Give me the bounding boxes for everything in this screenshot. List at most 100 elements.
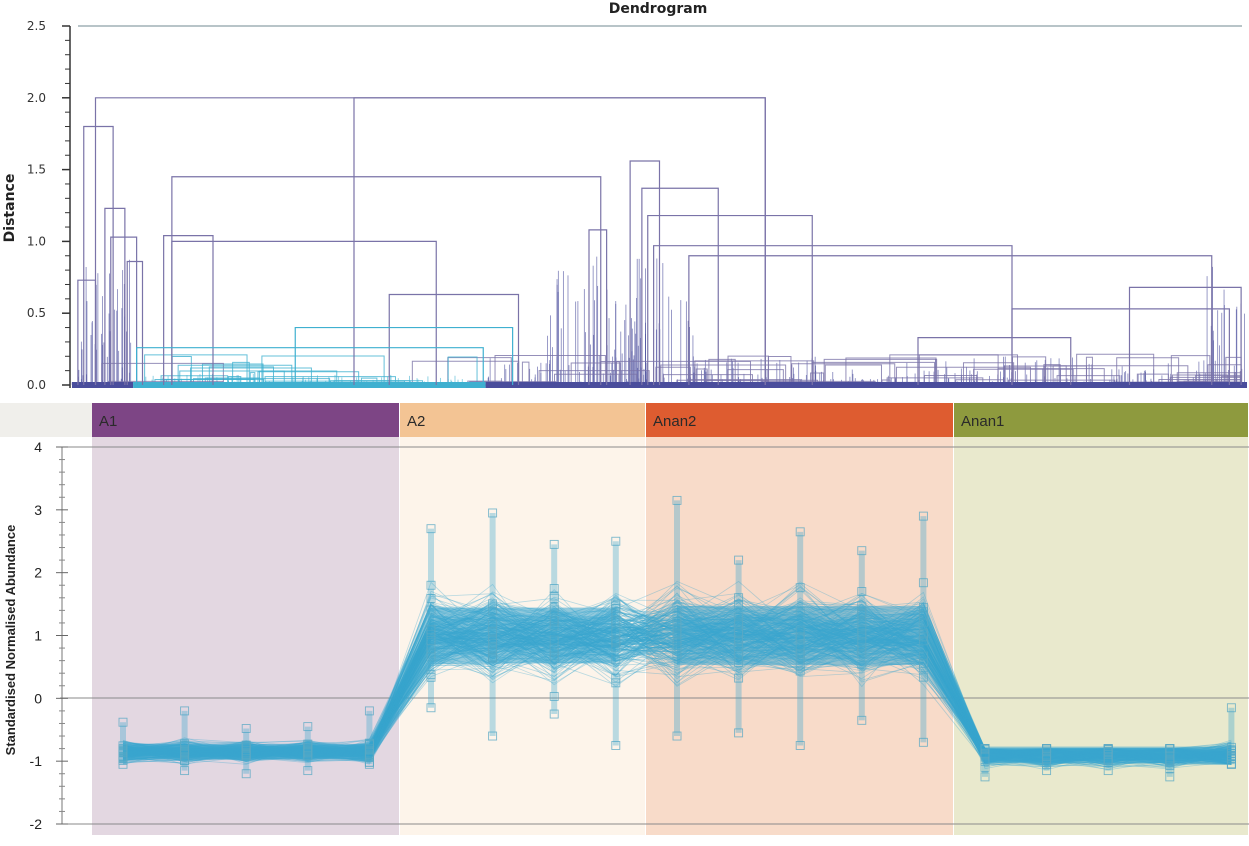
- profile-y-tick-label: 0: [34, 690, 42, 706]
- group-background-anan1: [954, 437, 1248, 835]
- dendrogram-subcluster: [144, 354, 248, 385]
- data-point-marker: [918, 511, 928, 521]
- dendrogram-subcluster: [1076, 353, 1155, 385]
- data-point-marker: [734, 628, 744, 638]
- data-point-marker: [118, 717, 128, 727]
- data-point-marker: [857, 601, 867, 611]
- dendrogram-subcluster: [160, 375, 229, 385]
- data-point-marker: [611, 678, 621, 688]
- dendrogram-merge-mid-3: [171, 240, 437, 385]
- data-point-marker: [980, 772, 990, 782]
- data-point-marker: [488, 606, 498, 616]
- dendrogram-subcluster: [973, 368, 1074, 385]
- data-point-marker: [734, 600, 744, 609]
- data-point-marker: [734, 641, 744, 651]
- dendrogram-subcluster: [101, 362, 224, 385]
- dendrogram-subcluster: [201, 363, 264, 385]
- dendrogram-y-tick-label: 0.0: [27, 378, 46, 392]
- profile-y-tick-label: -1: [30, 753, 43, 769]
- group-label-anan2: Anan2: [653, 413, 696, 430]
- data-point-marker: [364, 739, 374, 749]
- data-point-marker: [549, 591, 559, 601]
- dendrogram-y-tick-label: 0.5: [27, 306, 46, 320]
- data-point-marker: [180, 766, 190, 776]
- data-point-marker: [426, 524, 436, 534]
- profile-y-ticks: -2 -1 0 1 2 3 4: [30, 439, 68, 832]
- dendrogram-merge-mid-4: [388, 293, 520, 385]
- data-point-marker: [611, 617, 621, 627]
- data-point-marker: [426, 580, 436, 590]
- dendrogram-y-tick-label: 2.5: [27, 19, 46, 33]
- dendrogram-subcluster: [616, 360, 751, 385]
- data-point-marker: [980, 744, 990, 754]
- profile-y-tick-label: 4: [34, 439, 42, 455]
- data-point-marker: [795, 607, 805, 617]
- dendrogram-merge-left-a: [104, 207, 126, 385]
- profile-y-tick-label: 2: [34, 565, 42, 581]
- dendrogram-subcluster: [708, 358, 736, 385]
- dendrogram-subcluster: [1170, 355, 1211, 385]
- data-point-marker: [857, 648, 867, 658]
- data-point-marker: [611, 536, 621, 546]
- data-point-marker: [426, 652, 436, 662]
- dendrogram-subcluster: [845, 357, 937, 385]
- data-point-marker: [488, 647, 498, 657]
- dendrogram-merge-left-c: [126, 260, 144, 385]
- data-point-marker: [426, 703, 436, 713]
- group-label-a2: A2: [407, 413, 425, 430]
- data-point-marker: [980, 749, 990, 758]
- data-point-marker: [611, 655, 621, 665]
- dendrogram-merge-right-1: [641, 187, 719, 385]
- data-point-marker: [426, 635, 436, 645]
- dendrogram-merge-mid-2: [163, 235, 214, 385]
- data-point-marker: [364, 753, 374, 763]
- dendrogram-subcluster: [655, 366, 691, 385]
- data-point-marker: [611, 601, 621, 611]
- data-point-marker: [364, 706, 374, 716]
- dendrogram-subcluster: [227, 376, 242, 385]
- data-point-marker: [426, 594, 436, 603]
- dendrogram-subcluster: [962, 362, 1015, 385]
- dendrogram-merge-left-outer: [83, 125, 114, 385]
- dendrogram-merge-right-2: [647, 214, 813, 385]
- data-point-marker: [241, 750, 251, 760]
- dendrogram-subcluster: [494, 354, 606, 385]
- dendrogram-merge-right-6: [1011, 308, 1230, 385]
- dendrogram-y-ticks: 0.0 0.5 1.0 1.5 2.0 2.5: [27, 19, 70, 392]
- dendrogram-subcluster: [918, 354, 1019, 385]
- data-point-marker: [1165, 764, 1175, 773]
- dendrogram-subcluster: [695, 368, 708, 385]
- dendrogram-merge-left-d: [77, 279, 97, 385]
- data-point-marker: [611, 607, 621, 617]
- dendrogram-y-tick-label: 1.0: [27, 234, 46, 248]
- data-point-marker: [857, 660, 867, 670]
- group-label-a1: A1: [99, 413, 117, 430]
- data-point-marker: [795, 655, 805, 665]
- data-point-marker: [795, 666, 805, 676]
- data-point-marker: [549, 654, 559, 664]
- data-point-marker: [672, 731, 682, 741]
- dendrogram-merge-right-4: [688, 255, 1213, 385]
- dendrogram-subcluster: [791, 363, 896, 385]
- dendrogram-subcluster: [1043, 364, 1061, 385]
- data-point-marker: [426, 605, 436, 615]
- dendrogram-base-left: [72, 382, 134, 388]
- data-point-marker: [303, 722, 313, 732]
- dendrogram-subcluster: [261, 355, 385, 385]
- data-point-marker: [734, 612, 744, 622]
- dendrogram-subcluster: [232, 361, 250, 385]
- data-point-marker: [303, 766, 313, 776]
- data-point-marker: [795, 642, 805, 652]
- data-point-marker: [488, 626, 498, 636]
- data-point-marker: [672, 624, 682, 634]
- group-header-a2: [400, 403, 645, 437]
- data-point-marker: [1103, 754, 1113, 764]
- data-point-marker: [1042, 766, 1052, 776]
- data-point-marker: [857, 608, 867, 618]
- group-label-anan1: Anan1: [961, 413, 1004, 430]
- dendrogram-merge-mid-1: [171, 176, 602, 385]
- data-point-marker: [734, 593, 744, 603]
- data-point-marker: [488, 642, 498, 652]
- data-point-marker: [918, 632, 928, 642]
- dendrogram-subcluster: [553, 373, 638, 385]
